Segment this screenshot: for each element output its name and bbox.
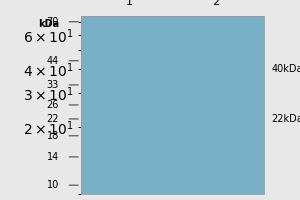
Text: 26: 26 xyxy=(47,100,59,110)
Text: kDa: kDa xyxy=(38,19,59,29)
Text: 44: 44 xyxy=(47,56,59,66)
Text: 14: 14 xyxy=(47,152,59,162)
Text: 18: 18 xyxy=(47,131,59,141)
Text: 22: 22 xyxy=(46,114,59,124)
Text: 10: 10 xyxy=(47,180,59,190)
Text: 33: 33 xyxy=(47,80,59,90)
Ellipse shape xyxy=(120,65,138,73)
Ellipse shape xyxy=(207,65,225,73)
Text: 22kDa: 22kDa xyxy=(271,114,300,124)
Text: 2: 2 xyxy=(212,0,220,7)
Ellipse shape xyxy=(121,115,137,123)
Text: 1: 1 xyxy=(125,0,133,7)
Text: 70: 70 xyxy=(47,17,59,27)
Text: 40kDa: 40kDa xyxy=(271,64,300,74)
